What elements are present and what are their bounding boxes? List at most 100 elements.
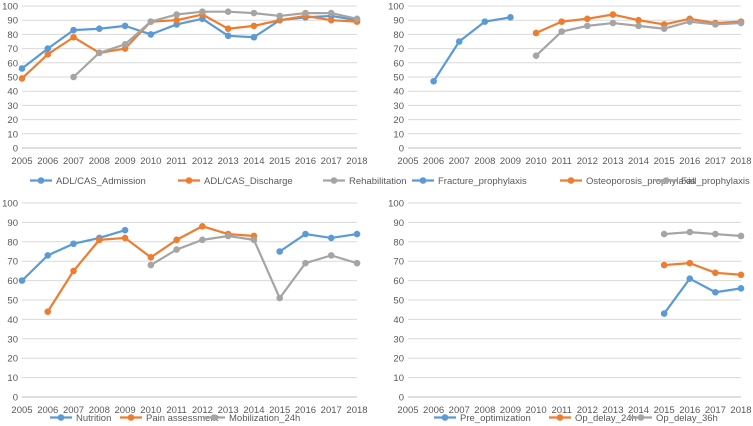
legend-label: ADL/CAS_Admission xyxy=(56,176,146,187)
series-line xyxy=(278,232,359,253)
data-point xyxy=(96,25,103,33)
data-point xyxy=(173,246,180,253)
data-point xyxy=(121,22,129,30)
x-tick-label: 2012 xyxy=(577,156,598,167)
y-tick-label: 0 xyxy=(399,144,404,155)
series-line xyxy=(663,231,743,238)
data-point xyxy=(327,16,335,24)
series-line xyxy=(20,14,359,70)
x-tick-label: 2018 xyxy=(730,156,751,167)
y-tick-label: 30 xyxy=(7,334,18,345)
x-tick-label: 2018 xyxy=(346,156,367,167)
x-tick-label: 2009 xyxy=(500,156,521,167)
x-tick-label: 2005 xyxy=(11,405,32,416)
data-point xyxy=(558,28,565,35)
data-point xyxy=(302,9,309,17)
y-tick-label: 80 xyxy=(393,30,404,41)
data-point xyxy=(327,252,335,259)
legend-marker xyxy=(637,414,645,421)
series-fall-prophylaxis xyxy=(532,18,745,59)
data-point xyxy=(737,232,745,240)
data-point xyxy=(660,25,668,33)
data-point xyxy=(712,288,719,296)
y-tick-label: 60 xyxy=(393,276,404,287)
y-tick-label: 10 xyxy=(393,129,404,140)
x-tick-label: 2017 xyxy=(321,156,342,167)
x-tick-label: 2007 xyxy=(449,156,470,167)
legend-entry: Pain assessment xyxy=(120,413,219,424)
y-tick-label: 90 xyxy=(7,218,18,229)
x-tick-label: 2008 xyxy=(474,405,495,416)
data-point xyxy=(609,19,617,27)
data-point xyxy=(70,267,77,275)
legend-entry: Rehabilitation xyxy=(323,176,407,187)
y-tick-label: 30 xyxy=(7,101,18,112)
data-point xyxy=(18,65,26,72)
legend-label: Mobilization_24h xyxy=(229,413,300,424)
data-point xyxy=(635,22,642,30)
data-point xyxy=(737,19,745,27)
x-tick-label: 2011 xyxy=(166,405,186,416)
x-tick-label: 2015 xyxy=(269,405,290,416)
data-point xyxy=(353,15,361,23)
y-tick-label: 20 xyxy=(393,115,404,126)
y-tick-label: 50 xyxy=(393,296,404,307)
legend-label: Pre_optimization xyxy=(460,413,531,424)
legend-entry: Pre_optimization xyxy=(434,413,531,424)
data-point xyxy=(199,222,206,230)
y-tick-label: 10 xyxy=(393,373,404,384)
y-tick-label: 20 xyxy=(7,354,18,365)
data-point xyxy=(199,236,206,244)
chart-panel-2: 0 10 20 30 40 50 60 70 80 90 100 2005 2006 2007 2008 20… xyxy=(388,2,751,188)
x-tick-label: 2014 xyxy=(628,405,649,416)
x-tick-label: 2005 xyxy=(397,156,418,167)
y-tick-label: 40 xyxy=(393,315,404,326)
y-tick-label: 50 xyxy=(7,296,18,307)
legend-entry: Mobilization_24h xyxy=(203,413,300,424)
data-point xyxy=(70,73,77,81)
data-point xyxy=(737,285,745,292)
y-tick-label: 80 xyxy=(7,237,18,248)
x-tick-label: 2012 xyxy=(192,405,213,416)
series-line xyxy=(663,262,743,276)
legend-entry: Fracture_prophylaxis xyxy=(412,176,527,187)
legend-label: Op_delay_36h xyxy=(656,413,718,424)
legend-label: ADL/CAS_Discharge xyxy=(204,176,293,187)
data-point xyxy=(224,232,232,240)
data-point xyxy=(70,26,77,34)
x-tick-label: 2014 xyxy=(243,405,264,416)
data-point xyxy=(686,228,694,236)
series-line xyxy=(663,277,743,315)
data-point xyxy=(635,16,642,24)
x-tick-label: 2011 xyxy=(551,156,571,167)
legend-label: Rehabilitation xyxy=(349,176,407,187)
data-point xyxy=(686,275,694,282)
x-tick-label: 2017 xyxy=(705,156,726,167)
x-tick-label: 2012 xyxy=(192,156,213,167)
data-point xyxy=(660,261,668,269)
x-tick-label: 2013 xyxy=(602,156,623,167)
y-tick-label: 80 xyxy=(393,237,404,248)
data-point xyxy=(660,230,668,238)
data-point xyxy=(686,18,694,25)
data-point xyxy=(121,234,129,242)
data-point xyxy=(173,16,180,24)
y-tick-label: 40 xyxy=(7,87,18,98)
x-tick-label: 2015 xyxy=(269,156,290,167)
data-point xyxy=(147,261,155,269)
legend-entry: Op_delay_24h xyxy=(549,413,637,424)
data-point xyxy=(276,294,283,302)
legend-label: Osteoporosis_prophylaxis xyxy=(586,176,696,187)
data-point xyxy=(18,277,26,284)
data-point xyxy=(44,308,52,315)
y-tick-label: 60 xyxy=(7,58,18,69)
legend-marker xyxy=(330,177,338,184)
chart-panel-4: 0 10 20 30 40 50 60 70 80 90 100 2005 2006 2007 2008 20… xyxy=(388,199,751,425)
data-point xyxy=(44,45,52,52)
legend-marker xyxy=(57,414,65,421)
y-tick-label: 100 xyxy=(388,199,404,210)
x-tick-label: 2010 xyxy=(526,405,547,416)
y-tick-label: 10 xyxy=(7,129,18,140)
